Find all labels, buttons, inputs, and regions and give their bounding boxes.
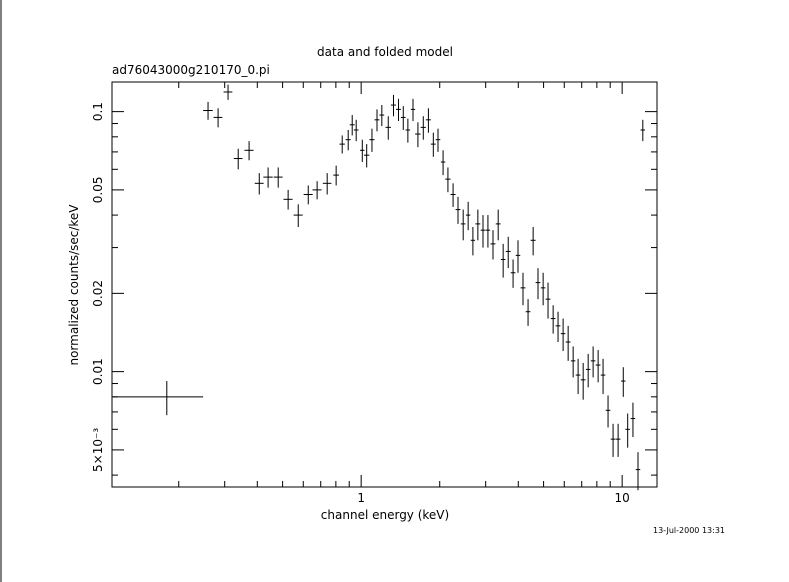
timestamp: 13-Jul-2000 13:31 [653,526,725,535]
x-tick-label: 1 [357,491,365,505]
y-tick-label: 0.01 [91,358,105,385]
plot-frame [111,81,658,488]
y-axis-label: normalized counts/sec/keV [67,204,81,366]
y-tick-label: 0.02 [91,280,105,307]
x-axis-label: channel energy (keV) [321,508,449,522]
y-tick-label: 5×10⁻³ [91,428,105,472]
chart-subtitle: ad76043000g210170_0.pi [112,63,270,77]
y-tick-label: 0.05 [91,177,105,204]
x-tick-label: 10 [615,491,630,505]
chart-title: data and folded model [317,45,453,59]
y-tick-label: 0.1 [91,102,105,121]
